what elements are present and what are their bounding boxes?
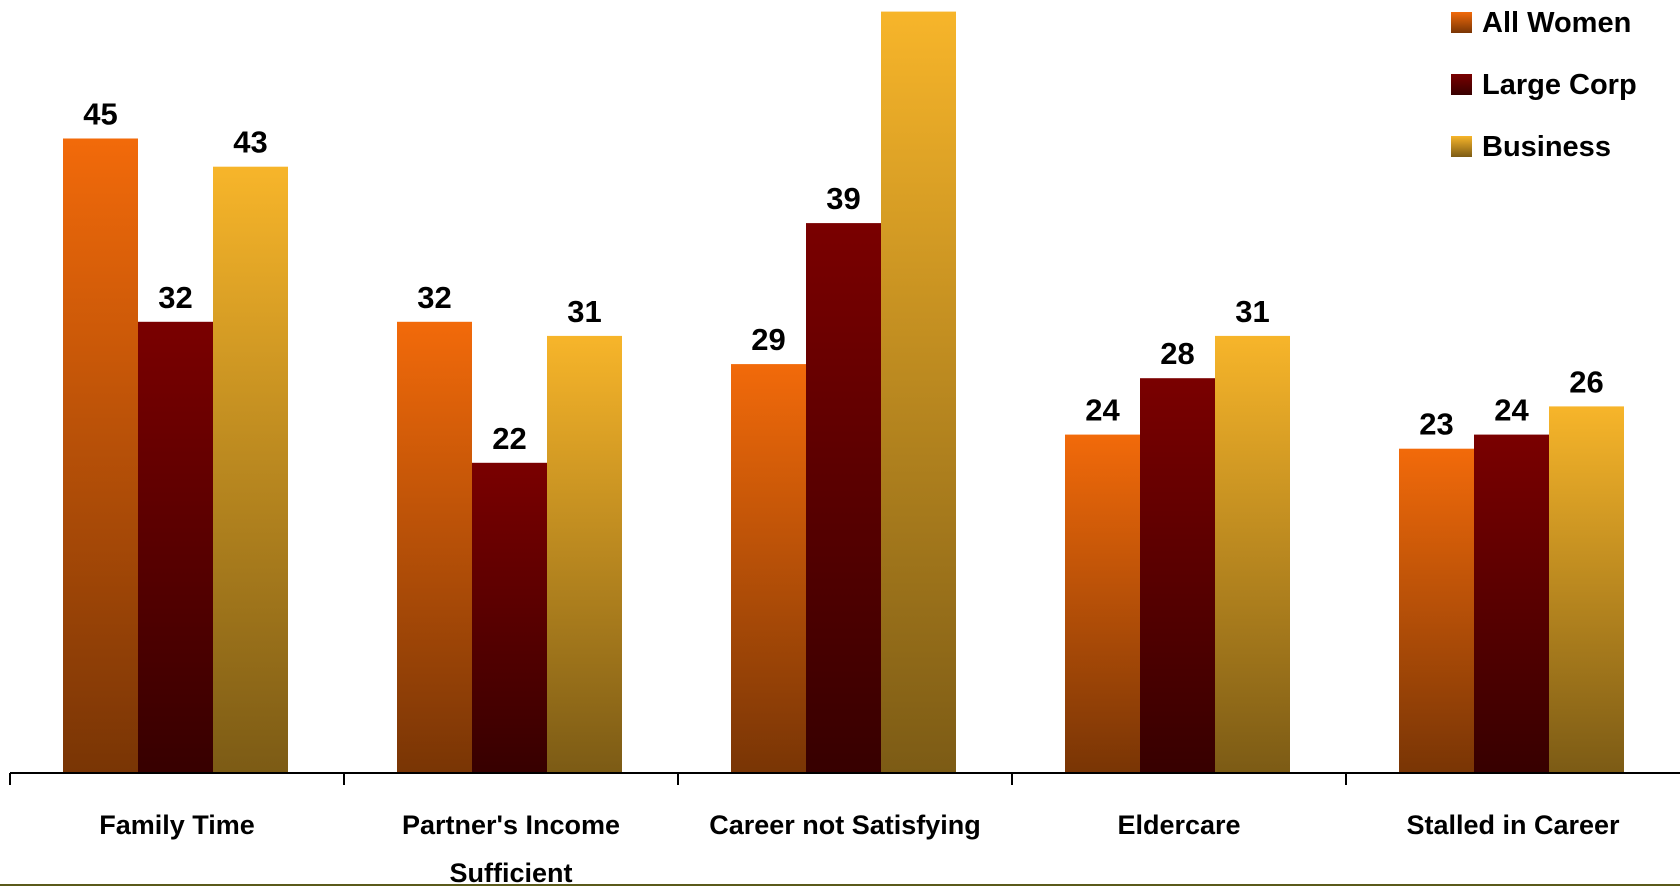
category-labels: Family Time Partner's Income Sufficient Car…: [99, 810, 1620, 888]
data-label-large-corp-career-not-satisfying: 39: [826, 181, 860, 216]
bar-all-women-partner-s-income-sufficient: [397, 321, 472, 773]
bar-large-corp-family-time: [138, 321, 213, 773]
data-label-all-women-stalled-in-career: 23: [1419, 407, 1453, 442]
category-label-family-time: Family Time: [99, 810, 255, 840]
data-label-all-women-career-not-satisfying: 29: [751, 322, 785, 357]
bar-all-women-career-not-satisfying: [731, 364, 806, 773]
data-labels-layer: 45 32 43 32 22 31 29 39 24 28 31 23 24 26: [83, 97, 1603, 456]
bar-business-partner-s-income-sufficient: [547, 335, 622, 773]
bar-large-corp-partner-s-income-sufficient: [472, 462, 547, 773]
data-label-all-women-partner-s-income-sufficient: 32: [417, 280, 451, 315]
bar-business-eldercare: [1215, 335, 1290, 773]
legend-swatch-business: [1451, 136, 1472, 157]
data-label-business-stalled-in-career: 26: [1569, 364, 1603, 399]
bars-layer: [63, 11, 1624, 774]
legend-label-business: Business: [1482, 131, 1611, 163]
category-label-eldercare: Eldercare: [1117, 810, 1240, 840]
category-label-stalled-in-career: Stalled in Career: [1406, 810, 1620, 840]
x-axis: [9, 772, 1680, 785]
data-label-large-corp-family-time: 32: [158, 280, 192, 315]
data-label-business-family-time: 43: [233, 125, 267, 160]
bar-large-corp-eldercare: [1140, 378, 1215, 773]
bar-large-corp-career-not-satisfying: [806, 223, 881, 774]
legend-label-large-corp: Large Corp: [1482, 69, 1637, 101]
bar-large-corp-stalled-in-career: [1474, 434, 1549, 773]
legend-label-all-women: All Women: [1482, 7, 1631, 39]
bar-business-career-not-satisfying: [881, 11, 956, 774]
bar-all-women-stalled-in-career: [1399, 448, 1474, 773]
legend-swatch-all-women: [1451, 12, 1472, 33]
bar-business-family-time: [213, 166, 288, 773]
data-label-business-partner-s-income-sufficient: 31: [567, 294, 601, 329]
data-label-business-eldercare: 31: [1235, 294, 1269, 329]
bar-business-stalled-in-career: [1549, 406, 1624, 773]
data-label-all-women-eldercare: 24: [1085, 393, 1120, 428]
category-label-career-not-satisfying: Career not Satisfying: [709, 810, 981, 840]
data-label-large-corp-stalled-in-career: 24: [1494, 393, 1529, 428]
bar-all-women-family-time: [63, 138, 138, 773]
legend-swatch-large-corp: [1451, 74, 1472, 95]
bar-all-women-eldercare: [1065, 434, 1140, 773]
category-label-partner-s-income-sufficient: Partner's Income Sufficient: [402, 810, 620, 888]
data-label-large-corp-partner-s-income-sufficient: 22: [492, 421, 526, 456]
legend: All Women Large Corp Business: [1451, 7, 1637, 163]
data-label-large-corp-eldercare: 28: [1160, 336, 1194, 371]
data-label-all-women-family-time: 45: [83, 97, 117, 132]
